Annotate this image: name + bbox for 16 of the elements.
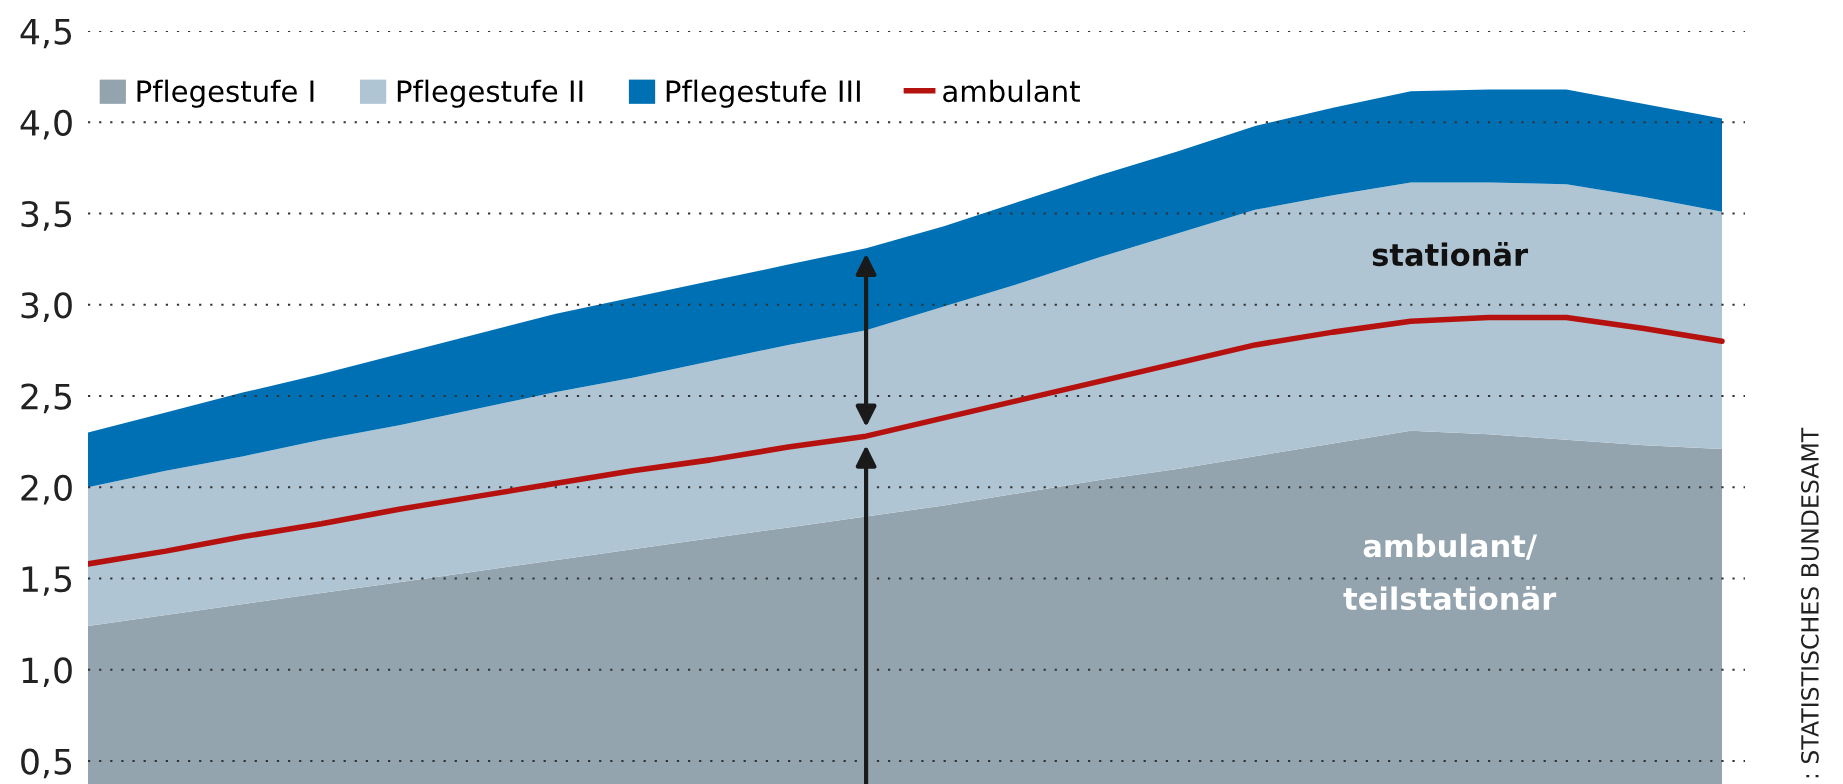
text: : STATISTISCHES BUNDESAMT xyxy=(1800,427,1819,778)
y-tick-label: 1,0 xyxy=(22,657,72,687)
legend-label: ambulant xyxy=(943,79,1080,103)
legend-label: Pflegestufe III xyxy=(666,79,860,108)
y-tick-label: 4,0 xyxy=(20,109,72,140)
legend-label: Pflegestufe II xyxy=(397,79,583,108)
annotation: stationär xyxy=(1372,242,1529,267)
y-tick-label: 3,5 xyxy=(21,200,72,231)
y-tick-label: 2,5 xyxy=(21,383,72,414)
y-tick-label: 1,5 xyxy=(22,566,72,596)
y-tick-label: 4,5 xyxy=(20,18,72,49)
legend-label: Pflegestufe I xyxy=(137,79,314,108)
y-tick-label: 2,0 xyxy=(21,474,72,505)
y-tick-label: 3,0 xyxy=(21,292,72,322)
y-tick-label: 0,5 xyxy=(21,748,72,779)
annotation: ambulant/ teilstationär xyxy=(1343,533,1557,611)
